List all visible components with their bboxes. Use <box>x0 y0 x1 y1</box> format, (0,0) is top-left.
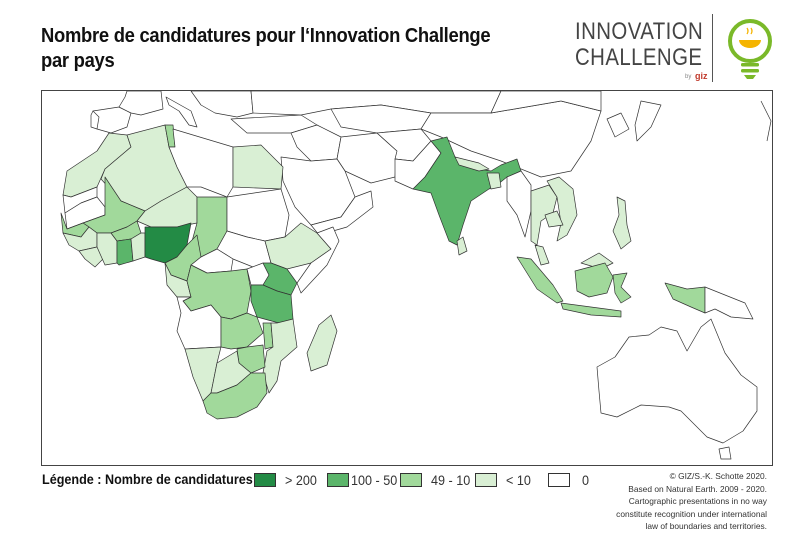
country-papua-new-guinea <box>704 286 754 320</box>
logo-line-2: CHALLENGE <box>575 44 703 71</box>
country-bangladesh <box>486 172 502 190</box>
country-laos-vietnam <box>546 176 578 242</box>
country-balkans <box>190 91 254 118</box>
country-tasmania <box>718 446 732 460</box>
map-title: Nombre de candidatures pour l‘Innovation… <box>41 25 491 72</box>
legend-title: Légende : Nombre de candidatures <box>42 471 253 487</box>
giz-brand: giz <box>695 71 708 81</box>
country-zambia <box>220 312 264 350</box>
legend-swatch <box>475 473 497 487</box>
country-philippines <box>612 196 632 250</box>
country-mongolia <box>490 91 602 114</box>
country-nepal <box>454 156 490 172</box>
credit-line: Cartographic presentations in no way <box>628 496 767 507</box>
country-italy <box>165 96 198 128</box>
map-credits: © GIZ/S.-K. Schotte 2020. Based on Natur… <box>527 470 767 533</box>
legend-swatch <box>254 473 276 487</box>
credit-line: © GIZ/S.-K. Schotte 2020. <box>669 471 767 481</box>
country-indonesia-borneo <box>574 262 614 298</box>
legend-item-gt-200: > 200 <box>254 470 320 490</box>
country-ghana <box>116 238 134 266</box>
logo-divider <box>712 14 713 82</box>
country-sudan <box>226 188 290 242</box>
country-france <box>118 91 164 116</box>
map-svg <box>60 91 772 460</box>
country-sierra-leone-liberia <box>78 246 106 268</box>
innovation-challenge-logo: INNOVATION CHALLENGE by giz <box>565 12 790 82</box>
country-indonesia-sumatra <box>516 256 564 304</box>
logo-line-1: INNOVATION <box>575 18 704 45</box>
credit-line: Based on Natural Earth. 2009 - 2020. <box>628 483 767 494</box>
legend-swatch <box>327 473 349 487</box>
country-portugal <box>90 110 100 130</box>
country-somalia <box>296 226 340 294</box>
lightbulb-bowl-icon <box>728 19 772 79</box>
legend-item-lt-10: < 10 <box>475 470 534 490</box>
country-egypt <box>232 144 284 190</box>
legend-swatch <box>400 473 422 487</box>
country-mozambique <box>262 318 298 394</box>
country-south-africa <box>202 372 268 420</box>
country-korea-japan <box>606 100 662 142</box>
country-indonesia-java <box>560 302 622 318</box>
legend-item-49-10: 49 - 10 <box>400 470 475 490</box>
country-new-zealand-islands <box>760 100 772 142</box>
country-indonesia-sulawesi <box>612 272 632 304</box>
credit-line: law of boundaries and territories. <box>645 521 767 532</box>
legend-swatch <box>548 473 570 487</box>
country-madagascar <box>306 314 338 372</box>
country-myanmar <box>506 170 532 238</box>
choropleth-map <box>41 90 773 466</box>
country-cambodia <box>544 210 564 228</box>
country-sri-lanka <box>456 236 468 256</box>
logo-by: by <box>685 74 692 80</box>
country-australia <box>596 318 758 444</box>
legend: Légende : Nombre de candidatures <box>42 469 270 489</box>
country-indonesia-papua <box>664 282 706 314</box>
credit-line: constitute recognition under internation… <box>616 508 767 519</box>
country-syria-iraq <box>290 124 342 162</box>
legend-item-100-50: 100 - 50 <box>327 470 402 490</box>
legend-item-zero: 0 <box>548 470 590 490</box>
